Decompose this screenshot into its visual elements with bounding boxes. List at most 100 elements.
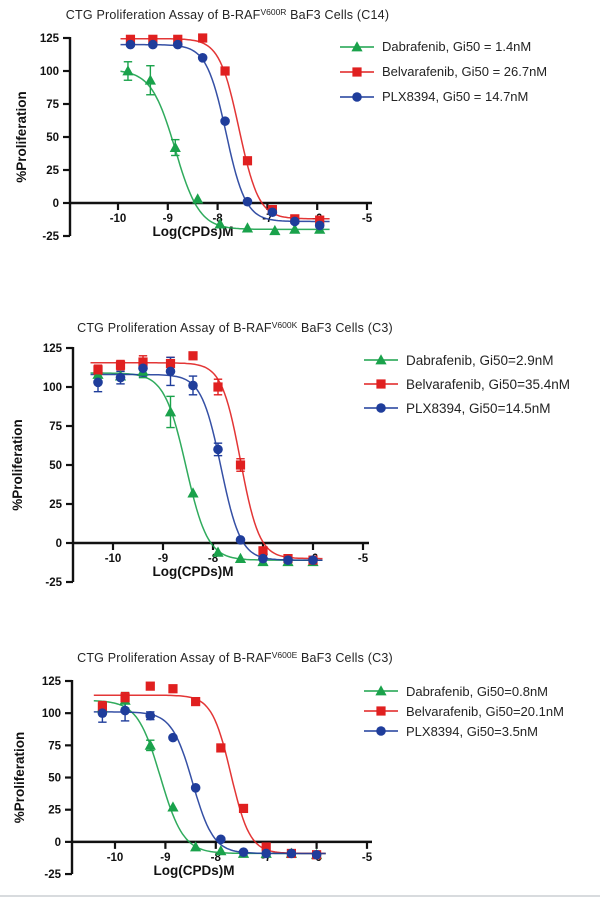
data-point-dabrafenib	[144, 74, 156, 85]
circle-icon	[364, 726, 398, 736]
data-point-belvarafenib	[242, 156, 253, 166]
data-point-plx8394	[197, 53, 208, 63]
data-point-plx8394	[286, 848, 297, 859]
legend-item-dabrafenib: Dabrafenib, Gi50=0.8nM	[364, 681, 564, 701]
fit-curve-plx8394	[90, 373, 323, 561]
plot-svg-v600r: 1251007550250-25-10-9-8-7-6-5Log(CPDs)M%…	[14, 33, 373, 243]
x-tick-label: -8	[212, 213, 223, 225]
data-point-dabrafenib	[269, 224, 281, 236]
data-point-plx8394	[97, 708, 108, 718]
y-tick-label: -25	[45, 577, 62, 589]
legend-item-plx8394: PLX8394, Gi50 = 14.7nM	[340, 84, 547, 109]
data-point-plx8394	[148, 39, 158, 50]
chart-section-v600e: CTG Proliferation Assay of B-RAFV600E Ba…	[0, 640, 600, 895]
data-point-belvarafenib	[261, 842, 271, 852]
y-tick-label: 100	[43, 382, 62, 394]
legend-item-plx8394: PLX8394, Gi50=14.5nM	[364, 396, 570, 420]
plot-svg-v600e: 1251007550250-25-10-9-8-7-6-5Log(CPDs)M%…	[12, 676, 373, 881]
x-axis-title: Log(CPDs)M	[153, 224, 234, 239]
legend-label: PLX8394, Gi50=14.5nM	[406, 400, 551, 416]
data-point-dabrafenib	[214, 218, 226, 229]
data-point-plx8394	[188, 380, 198, 391]
circle-icon	[364, 403, 398, 413]
plot-svg-v600k: 1251007550250-25-10-9-8-7-6-5Log(CPDs)M%…	[10, 343, 369, 589]
data-point-belvarafenib	[213, 382, 223, 392]
x-tick-label: -8	[211, 852, 222, 864]
data-point-belvarafenib	[238, 803, 249, 814]
data-point-plx8394	[168, 732, 178, 743]
x-tick-label: -10	[110, 213, 127, 225]
chart-title-v600k: CTG Proliferation Assay of B-RAFV600K Ba…	[0, 320, 470, 335]
data-point-plx8394	[242, 196, 253, 207]
x-tick-label: -5	[362, 213, 373, 225]
data-point-belvarafenib	[93, 365, 103, 375]
data-point-belvarafenib	[258, 546, 268, 556]
legend-label: PLX8394, Gi50 = 14.7nM	[382, 89, 529, 104]
chart-title-mutation: V600E	[271, 650, 298, 660]
data-point-belvarafenib	[145, 681, 155, 691]
data-point-dabrafenib	[167, 801, 179, 812]
data-point-plx8394	[138, 363, 148, 374]
triangle-marker-icon	[375, 354, 387, 365]
data-point-plx8394	[190, 783, 201, 793]
y-tick-label: 125	[42, 676, 62, 688]
data-point-plx8394	[235, 535, 246, 545]
data-point-plx8394	[115, 372, 126, 383]
data-point-belvarafenib	[315, 215, 325, 225]
x-axis-title: Log(CPDs)M	[154, 863, 235, 878]
x-tick-label: -8	[208, 553, 219, 565]
data-point-dabrafenib	[144, 739, 156, 750]
x-tick-label: -5	[358, 553, 369, 565]
square-marker-icon	[376, 706, 386, 716]
data-point-plx8394	[314, 220, 325, 231]
data-point-dabrafenib	[169, 141, 181, 152]
data-point-dabrafenib	[212, 546, 224, 557]
chart-title-suffix: BaF3 Cells (C14)	[286, 8, 390, 22]
chart-title-text: CTG Proliferation Assay of B-RAF	[65, 8, 261, 22]
data-point-plx8394	[283, 555, 293, 565]
x-tick-label: -9	[160, 852, 170, 864]
data-point-dabrafenib	[122, 65, 134, 76]
y-tick-label: 25	[48, 805, 61, 817]
triangle-marker-icon	[351, 40, 363, 51]
data-point-belvarafenib	[125, 34, 136, 44]
data-point-dabrafenib	[234, 552, 247, 563]
data-point-plx8394	[261, 848, 272, 859]
chart-title-v600r: CTG Proliferation Assay of B-RAFV600R Ba…	[0, 7, 455, 22]
data-point-plx8394	[311, 849, 322, 860]
square-marker-icon	[352, 66, 362, 77]
chart-title-suffix: BaF3 Cells (C3)	[297, 651, 393, 665]
data-point-plx8394	[216, 834, 226, 845]
data-point-belvarafenib	[198, 33, 208, 43]
legend-label: Belvarafenib, Gi50 = 26.7nM	[382, 64, 548, 79]
legend-item-dabrafenib: Dabrafenib, Gi50=2.9nM	[364, 348, 570, 372]
square-icon	[340, 66, 374, 77]
data-point-belvarafenib	[191, 696, 201, 707]
chart-title-mutation: V600R	[260, 7, 287, 17]
data-point-plx8394	[145, 710, 156, 721]
data-point-belvarafenib	[220, 66, 230, 76]
square-marker-icon	[376, 379, 386, 389]
chart-title-text: CTG Proliferation Assay of B-RAF	[77, 321, 272, 335]
data-point-dabrafenib	[164, 406, 177, 417]
circle-icon	[340, 91, 374, 102]
triangle-icon	[364, 354, 398, 365]
y-tick-label: 25	[46, 165, 59, 177]
legend-v600k: Dabrafenib, Gi50=2.9nM Belvarafenib, Gi50…	[364, 348, 570, 420]
y-tick-label: -25	[42, 231, 59, 243]
chart-section-v600k: CTG Proliferation Assay of B-RAFV600K Ba…	[0, 310, 600, 610]
legend-item-belvarafenib: Belvarafenib, Gi50=35.4nM	[364, 372, 570, 396]
legend-label: PLX8394, Gi50=3.5nM	[406, 723, 538, 739]
y-tick-label: 75	[46, 99, 59, 111]
data-point-dabrafenib	[187, 487, 199, 498]
legend-item-belvarafenib: Belvarafenib, Gi50=20.1nM	[364, 701, 564, 721]
data-point-plx8394	[258, 553, 268, 564]
square-icon	[364, 706, 398, 716]
data-point-belvarafenib	[148, 34, 158, 44]
x-tick-label: -9	[158, 553, 168, 565]
legend-v600r: Dabrafenib, Gi50 = 1.4nM Belvarafenib, Gi…	[340, 34, 547, 109]
y-tick-label: -25	[44, 869, 61, 881]
x-tick-label: -9	[163, 213, 173, 225]
y-tick-label: 0	[53, 198, 59, 210]
